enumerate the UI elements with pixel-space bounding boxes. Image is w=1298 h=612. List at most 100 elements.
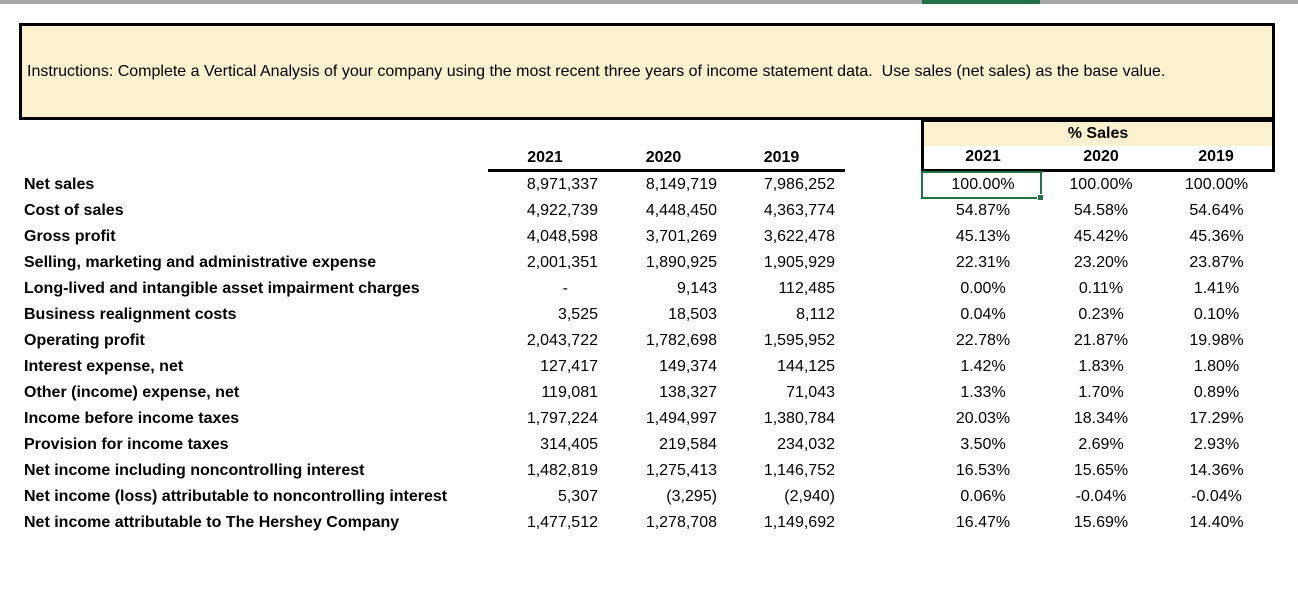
- dollar-value[interactable]: 1,380,784: [763, 410, 835, 427]
- dollar-value[interactable]: 3,701,269: [645, 228, 717, 245]
- dollar-value[interactable]: 1,595,952: [763, 332, 835, 349]
- dollar-value[interactable]: 1,890,925: [645, 254, 717, 271]
- pct-value[interactable]: 3.50%: [960, 436, 1006, 453]
- dollar-value[interactable]: 1,797,224: [526, 410, 598, 427]
- row-label[interactable]: Interest expense, net: [24, 358, 184, 375]
- row-label[interactable]: Selling, marketing and administrative ex…: [24, 254, 377, 271]
- dollar-value[interactable]: 1,782,698: [645, 332, 717, 349]
- pct-value[interactable]: 0.00%: [960, 280, 1006, 297]
- pct-value[interactable]: 0.06%: [960, 488, 1006, 505]
- pct-year-header-2021[interactable]: 2021: [965, 148, 1001, 165]
- dollar-value[interactable]: 7,986,252: [763, 176, 835, 193]
- dollar-value[interactable]: 1,905,929: [763, 254, 835, 271]
- dollar-value[interactable]: 4,448,450: [645, 202, 717, 219]
- pct-value[interactable]: 100.00%: [1184, 176, 1249, 193]
- pct-value[interactable]: 1.41%: [1193, 280, 1240, 297]
- pct-value[interactable]: 22.78%: [955, 332, 1011, 349]
- dollar-value[interactable]: 1,149,692: [763, 514, 835, 531]
- dollar-value[interactable]: 4,048,598: [526, 228, 598, 245]
- dollar-value[interactable]: 1,278,708: [645, 514, 717, 531]
- dollar-value[interactable]: 144,125: [777, 358, 835, 375]
- pct-value[interactable]: 18.34%: [1073, 410, 1129, 427]
- row-label[interactable]: Income before income taxes: [24, 410, 240, 427]
- pct-value[interactable]: 100.00%: [1069, 176, 1133, 193]
- dollar-value[interactable]: 138,327: [659, 384, 717, 401]
- pct-value[interactable]: 100.00%: [951, 176, 1015, 193]
- pct-value[interactable]: 23.20%: [1073, 254, 1129, 271]
- dollar-value[interactable]: 112,485: [778, 280, 835, 297]
- pct-value[interactable]: 45.36%: [1189, 228, 1244, 245]
- dollar-value[interactable]: 71,043: [786, 384, 835, 401]
- dollar-value[interactable]: (3,295): [666, 488, 717, 505]
- pct-value[interactable]: 0.23%: [1078, 306, 1124, 323]
- pct-value[interactable]: 2.69%: [1078, 436, 1124, 453]
- pct-value[interactable]: 23.87%: [1189, 254, 1244, 271]
- pct-value[interactable]: 54.87%: [955, 202, 1011, 219]
- pct-value[interactable]: 21.87%: [1073, 332, 1129, 349]
- pct-value[interactable]: 19.98%: [1189, 332, 1244, 349]
- pct-value[interactable]: 1.83%: [1078, 358, 1124, 375]
- pct-value[interactable]: 22.31%: [955, 254, 1011, 271]
- dollar-value[interactable]: 3,525: [557, 306, 598, 323]
- dollar-value[interactable]: 4,363,774: [763, 202, 835, 219]
- pct-value[interactable]: 1.80%: [1193, 358, 1240, 375]
- pct-value[interactable]: 15.69%: [1073, 514, 1129, 531]
- pct-value[interactable]: 0.89%: [1193, 384, 1240, 401]
- dollar-value[interactable]: 1,275,413: [645, 462, 717, 479]
- pct-year-header-2019[interactable]: 2019: [1198, 148, 1234, 165]
- fill-handle[interactable]: [1037, 194, 1044, 201]
- row-label[interactable]: Other (income) expense, net: [24, 384, 240, 401]
- dollar-value[interactable]: 9,143: [676, 280, 717, 297]
- dollar-value[interactable]: 1,477,512: [526, 514, 598, 531]
- dollar-value[interactable]: 127,417: [540, 358, 598, 375]
- pct-value[interactable]: 54.58%: [1073, 202, 1129, 219]
- pct-value[interactable]: 45.42%: [1073, 228, 1129, 245]
- row-label[interactable]: Operating profit: [24, 332, 145, 349]
- dollar-value[interactable]: 3,622,478: [763, 228, 835, 245]
- dollar-year-header-2019[interactable]: 2019: [763, 149, 800, 166]
- pct-value[interactable]: 20.03%: [955, 410, 1011, 427]
- pct-value[interactable]: 14.36%: [1189, 462, 1244, 479]
- dollar-value[interactable]: 5,307: [557, 488, 598, 505]
- row-label[interactable]: Provision for income taxes: [24, 436, 229, 453]
- dollar-value[interactable]: 1,146,752: [763, 462, 835, 479]
- pct-year-header-2020[interactable]: 2020: [1083, 148, 1119, 165]
- dollar-value[interactable]: -: [562, 280, 568, 297]
- pct-value[interactable]: -0.04%: [1191, 488, 1242, 505]
- pct-value[interactable]: 1.70%: [1078, 384, 1124, 401]
- dollar-value[interactable]: 1,482,819: [526, 462, 598, 479]
- pct-value[interactable]: 2.93%: [1193, 436, 1240, 453]
- dollar-value[interactable]: 314,405: [540, 436, 598, 453]
- dollar-year-header-2020[interactable]: 2020: [645, 149, 682, 166]
- pct-value[interactable]: 14.40%: [1189, 514, 1244, 531]
- dollar-value[interactable]: 2,043,722: [526, 332, 598, 349]
- row-label[interactable]: Net income attributable to The Hershey C…: [24, 514, 400, 531]
- dollar-value[interactable]: 8,112: [796, 306, 835, 323]
- dollar-value[interactable]: 8,149,719: [645, 176, 717, 193]
- dollar-value[interactable]: 149,374: [659, 358, 717, 375]
- pct-value[interactable]: 1.33%: [960, 384, 1006, 401]
- row-label[interactable]: Business realignment costs: [24, 306, 237, 323]
- dollar-value[interactable]: (2,940): [784, 488, 835, 505]
- row-label[interactable]: Gross profit: [24, 228, 116, 245]
- pct-value[interactable]: 54.64%: [1189, 202, 1244, 219]
- row-label[interactable]: Cost of sales: [24, 202, 124, 219]
- pct-value[interactable]: 0.04%: [960, 306, 1006, 323]
- dollar-year-header-2021[interactable]: 2021: [527, 149, 563, 166]
- dollar-value[interactable]: 8,971,337: [526, 176, 598, 193]
- pct-value[interactable]: 16.47%: [955, 514, 1011, 531]
- row-label[interactable]: Net income (loss) attributable to noncon…: [24, 488, 448, 505]
- pct-value[interactable]: 0.11%: [1078, 280, 1124, 297]
- row-label[interactable]: Long-lived and intangible asset impairme…: [24, 280, 420, 297]
- dollar-value[interactable]: 219,584: [659, 436, 717, 453]
- row-label[interactable]: Net sales: [24, 176, 95, 193]
- dollar-value[interactable]: 234,032: [777, 436, 835, 453]
- row-label[interactable]: Net income including noncontrolling inte…: [24, 462, 365, 479]
- pct-value[interactable]: 16.53%: [955, 462, 1011, 479]
- dollar-value[interactable]: 18,503: [668, 306, 717, 323]
- pct-value[interactable]: 45.13%: [955, 228, 1011, 245]
- pct-value[interactable]: 1.42%: [960, 358, 1006, 375]
- dollar-value[interactable]: 4,922,739: [526, 202, 598, 219]
- dollar-value[interactable]: 2,001,351: [526, 254, 598, 271]
- pct-value[interactable]: 17.29%: [1189, 410, 1244, 427]
